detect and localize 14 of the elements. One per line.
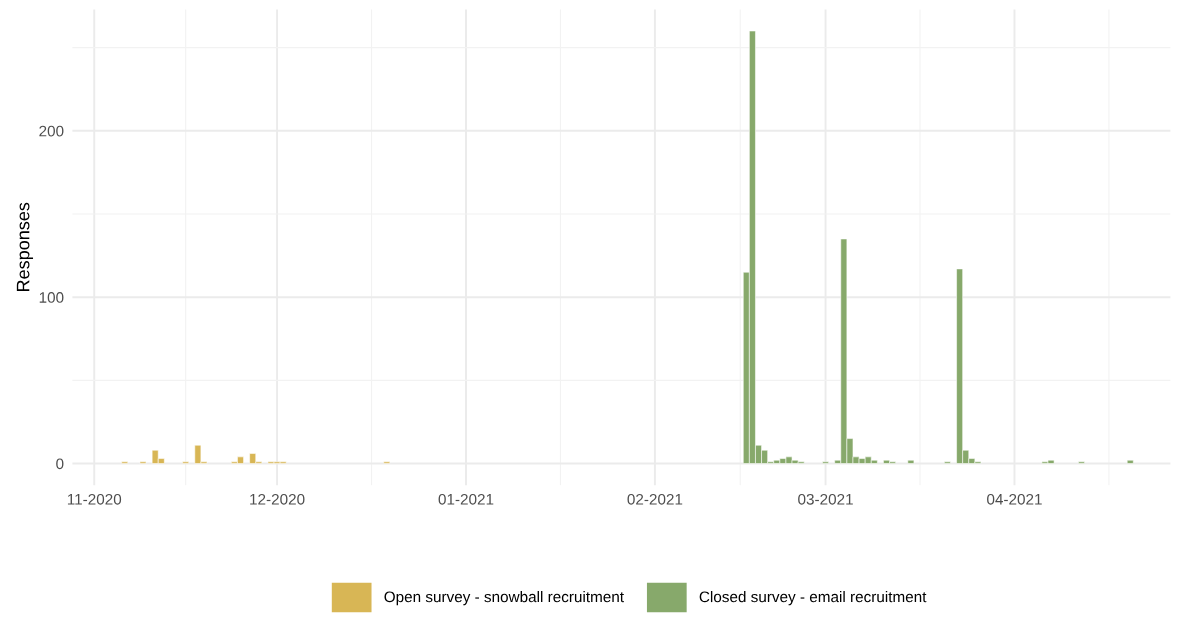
bar (1126, 459, 1134, 464)
x-tick-label: 12-2020 (250, 493, 305, 505)
y-axis-title: Responses (16, 202, 34, 291)
y-tick-label: 100 (39, 292, 64, 303)
y-tick-label: 200 (39, 125, 64, 137)
y-tick-label: 0 (56, 458, 64, 470)
legend-label: Open survey - snowball recruitment (384, 591, 624, 606)
x-tick-label: 11-2020 (67, 493, 122, 505)
x-tick-label: 04-2021 (987, 493, 1042, 505)
x-tick-label: 01-2021 (438, 493, 494, 505)
x-tick-label: 03-2021 (798, 493, 853, 505)
x-tick-label: 02-2021 (627, 493, 683, 505)
bar (907, 459, 915, 464)
legend-label: Closed survey - email recruitment (699, 591, 927, 606)
